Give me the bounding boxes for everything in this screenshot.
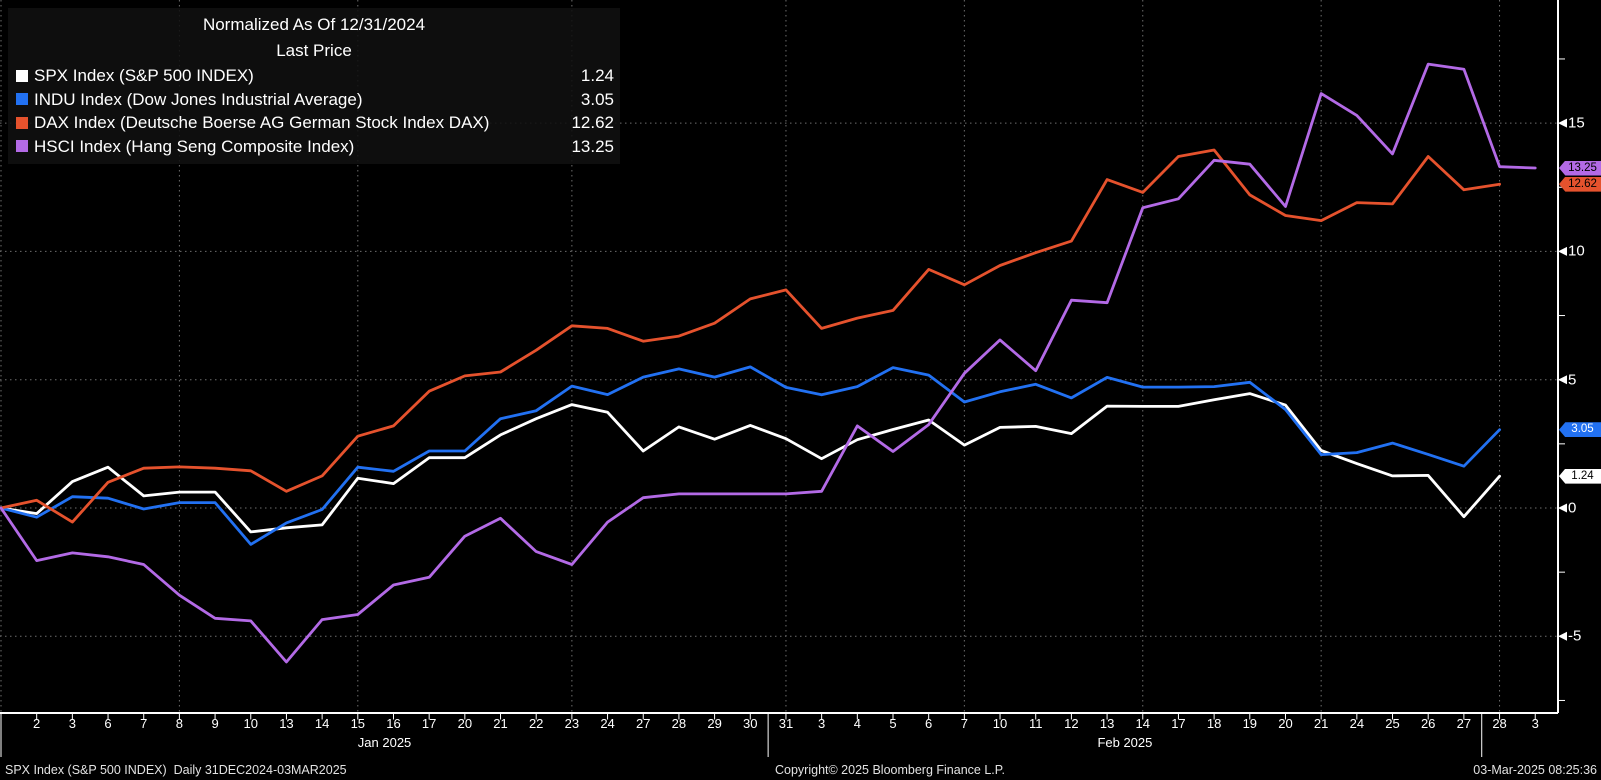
legend-value-spx: 1.24 [580, 66, 614, 85]
x-tick-label: 24 [1349, 716, 1365, 731]
x-tick-label: 16 [386, 716, 401, 731]
price-tag-spx: 1.24 [1559, 468, 1601, 484]
x-tick-label: 6 [925, 716, 933, 731]
chart-subtitle: Last Price [276, 41, 352, 60]
footer-copyright: Copyright© 2025 Bloomberg Finance L.P. [775, 763, 1005, 777]
x-tick-label: 6 [104, 716, 112, 731]
dax-series-swatch-icon [16, 116, 28, 129]
x-tick-label: 27 [1456, 716, 1472, 731]
x-tick-label: 5 [889, 716, 897, 731]
indu-series-swatch-icon [16, 93, 28, 106]
x-tick-label: 4 [853, 716, 861, 731]
x-tick-label: 28 [671, 716, 687, 731]
x-tick-label: 14 [314, 716, 330, 731]
x-tick-label: 11 [1028, 716, 1043, 731]
x-tick-label: 15 [350, 716, 366, 731]
x-tick-label: 27 [636, 716, 651, 731]
x-tick-label: 17 [421, 716, 437, 731]
footer-timestamp: 03-Mar-2025 08:25:36 [1473, 763, 1597, 777]
legend-label-hsci: HSCI Index (Hang Seng Composite Index) [34, 136, 355, 156]
y-axis-label-neg5: -5 [1568, 627, 1582, 645]
x-tick-label: 23 [564, 716, 580, 731]
y-axis-label-15: 15 [1568, 114, 1585, 132]
x-tick-label: 24 [600, 716, 615, 731]
legend-row-indu: INDU Index (Dow Jones Industrial Average… [8, 88, 620, 112]
x-tick-label: 21 [493, 716, 508, 731]
x-tick-label: 10 [992, 716, 1008, 731]
y-axis-label-0: 0 [1568, 499, 1577, 517]
footer-security-info: SPX Index (S&P 500 INDEX) Daily 31DEC202… [5, 763, 347, 777]
x-tick-label: 2 [33, 716, 41, 731]
hsci-series-swatch-icon [16, 140, 28, 153]
legend-label-spx: SPX Index (S&P 500 INDEX) [34, 66, 254, 85]
x-tick-label: 9 [211, 716, 219, 731]
x-tick-label: 14 [1135, 716, 1150, 731]
legend-row-spx: SPX Index (S&P 500 INDEX) 1.24 [8, 64, 620, 88]
price-tag-hsci: 13.25 [1559, 160, 1601, 176]
month-label: Jan 2025 [357, 735, 412, 750]
x-tick-label: 20 [457, 716, 473, 731]
y-axis-label-10: 10 [1568, 242, 1585, 260]
chart-title: Normalized As Of 12/31/2024 [202, 15, 426, 34]
x-tick-label: 18 [1206, 716, 1222, 731]
legend-row-hsci: HSCI Index (Hang Seng Composite Index) 1… [8, 135, 620, 159]
x-tick-label: 30 [743, 716, 758, 731]
legend-value-hsci: 13.25 [571, 136, 614, 156]
legend-label-dax: DAX Index (Deutsche Boerse AG German Sto… [34, 113, 490, 132]
x-tick-label: 21 [1313, 716, 1329, 731]
x-tick-label: 3 [68, 716, 76, 731]
legend-label-indu: INDU Index (Dow Jones Industrial Average… [34, 89, 363, 109]
x-tick-label: 13 [279, 716, 294, 731]
y-axis-label-5: 5 [1568, 371, 1577, 389]
price-tag-indu: 3.05 [1559, 422, 1601, 438]
x-tick-label: 12 [1064, 716, 1079, 731]
x-tick-label: 26 [1420, 716, 1436, 731]
x-tick-label: 31 [778, 716, 794, 731]
x-tick-label: 28 [1492, 716, 1507, 731]
spx-series-swatch-icon [16, 69, 28, 82]
x-tick-label: 7 [960, 716, 968, 731]
x-tick-label: 25 [1385, 716, 1400, 731]
x-tick-label: 8 [175, 716, 183, 731]
legend-value-indu: 3.05 [580, 89, 614, 109]
x-tick-label: 13 [1099, 716, 1115, 731]
x-tick-label: 3 [1531, 716, 1539, 731]
x-tick-label: 19 [1242, 716, 1258, 731]
x-tick-label: 20 [1278, 716, 1293, 731]
legend-box: Normalized As Of 12/31/2024 Last Price S… [8, 8, 620, 164]
month-label: Feb 2025 [1097, 735, 1153, 750]
legend-value-dax: 12.62 [571, 113, 614, 132]
price-tag-dax: 12.62 [1559, 176, 1601, 192]
legend-row-dax: DAX Index (Deutsche Boerse AG German Sto… [8, 111, 620, 135]
x-tick-label: 7 [140, 716, 148, 731]
x-tick-label: 22 [528, 716, 544, 731]
x-tick-label: 3 [818, 716, 826, 731]
x-tick-label: 29 [707, 716, 722, 731]
x-tick-label: 10 [243, 716, 258, 731]
x-tick-label: 17 [1171, 716, 1186, 731]
